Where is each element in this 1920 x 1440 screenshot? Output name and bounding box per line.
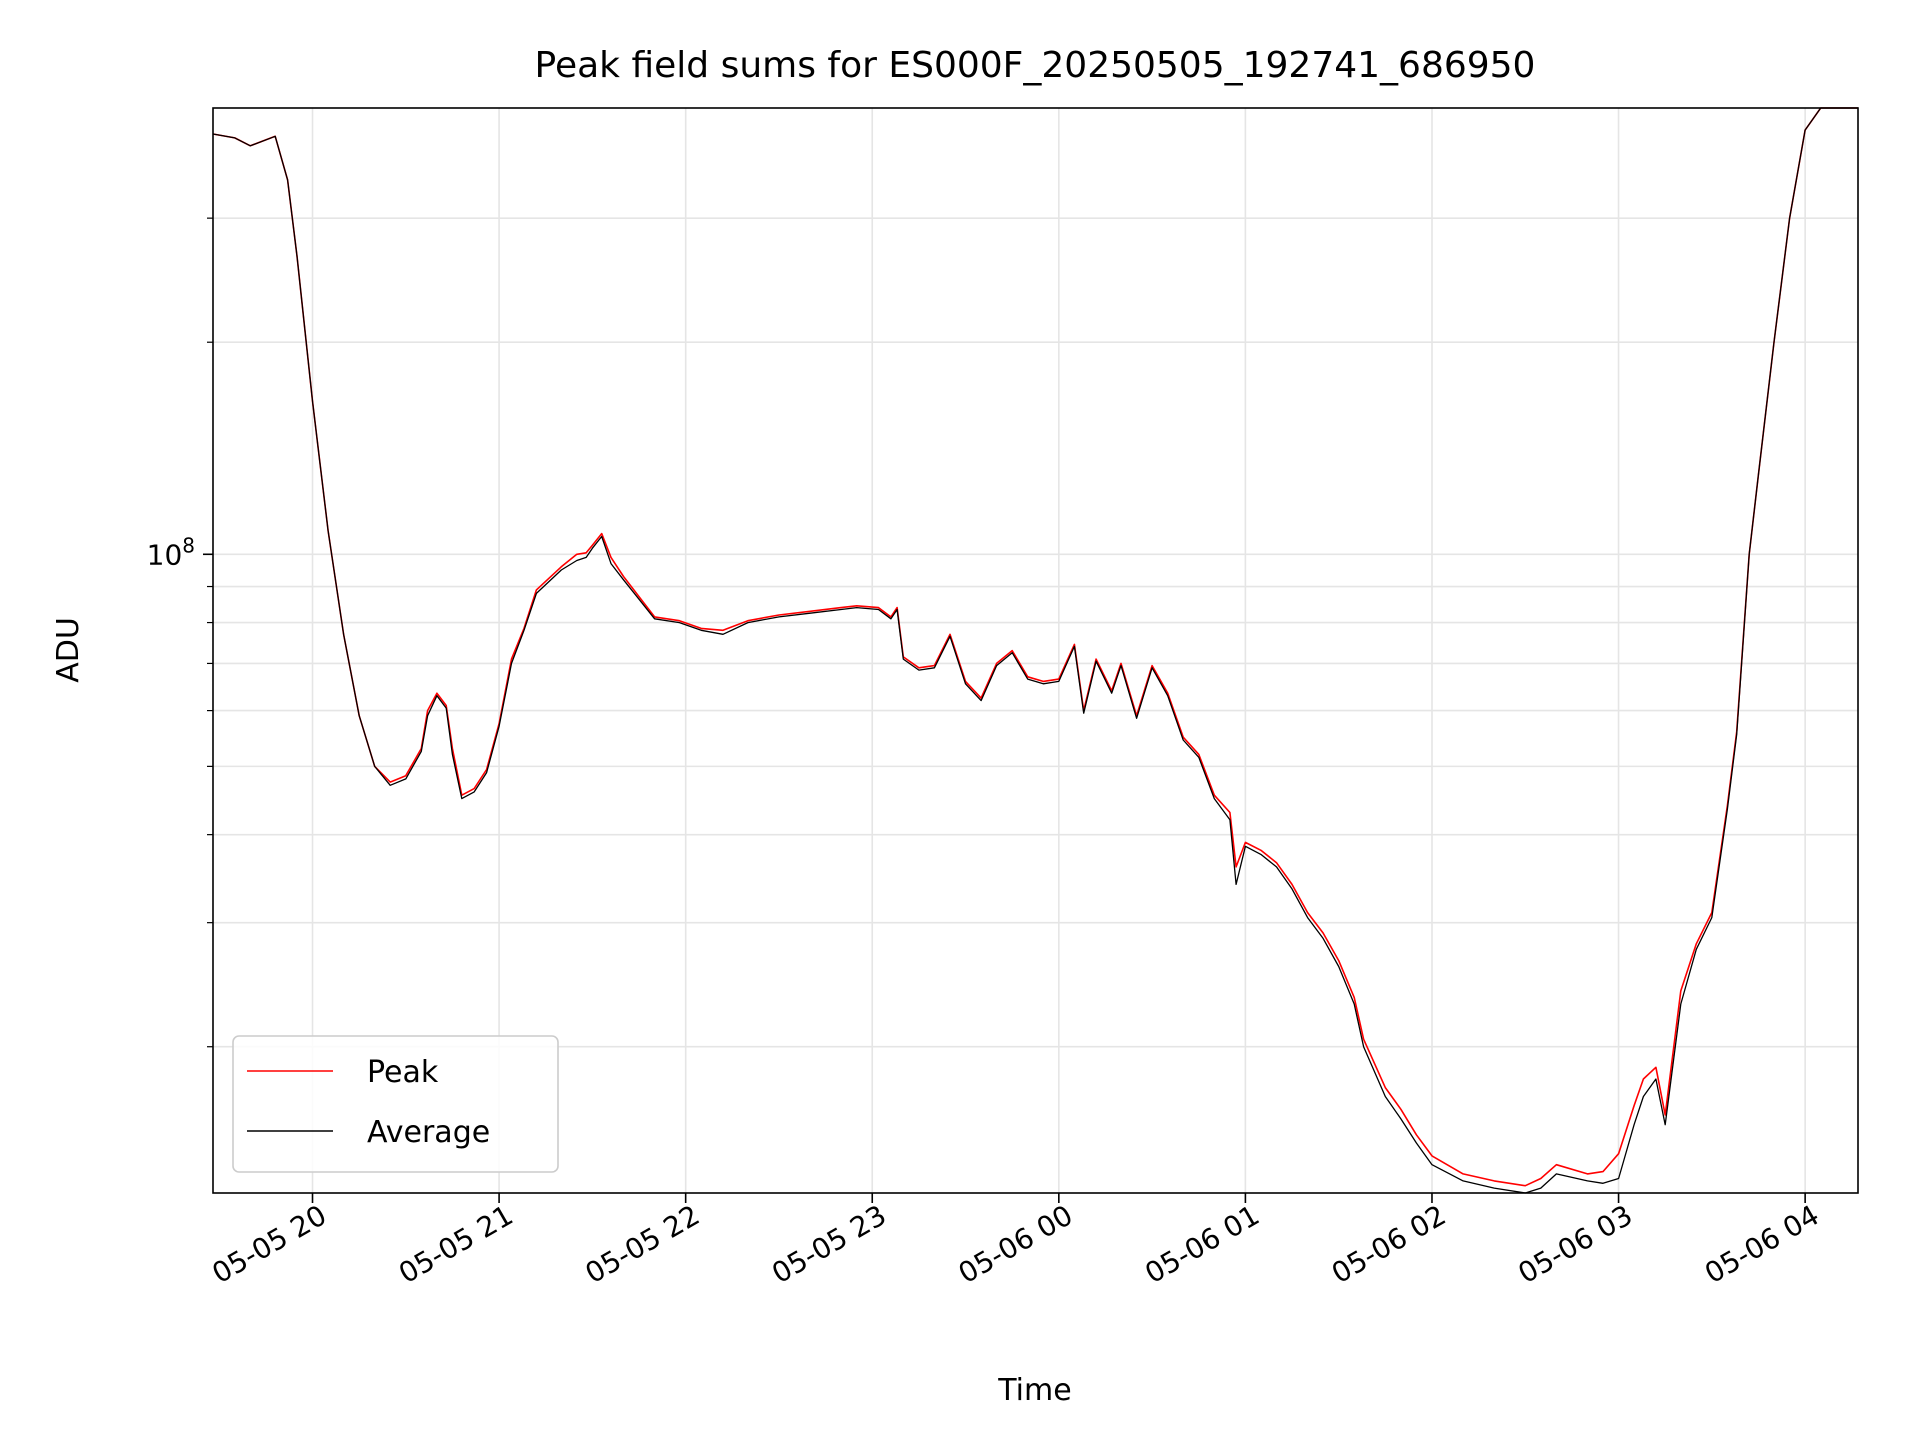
axes-frame bbox=[212, 107, 1859, 1194]
x-axis-label: Time bbox=[997, 1373, 1071, 1408]
series-line-peak bbox=[212, 107, 1858, 1187]
legend-label-average: Average bbox=[367, 1115, 490, 1150]
chart-title: Peak field sums for ES000F_20250505_1927… bbox=[535, 45, 1536, 86]
grid bbox=[213, 108, 1858, 1193]
series-line-average bbox=[212, 107, 1858, 1194]
legend: Peak Average bbox=[232, 1035, 559, 1173]
legend-label-peak: Peak bbox=[367, 1055, 439, 1090]
plot-lines bbox=[212, 107, 1858, 1194]
y-tick-label: 108 bbox=[147, 533, 195, 571]
legend-box bbox=[232, 1035, 559, 1173]
y-axis-label: ADU bbox=[51, 617, 86, 683]
